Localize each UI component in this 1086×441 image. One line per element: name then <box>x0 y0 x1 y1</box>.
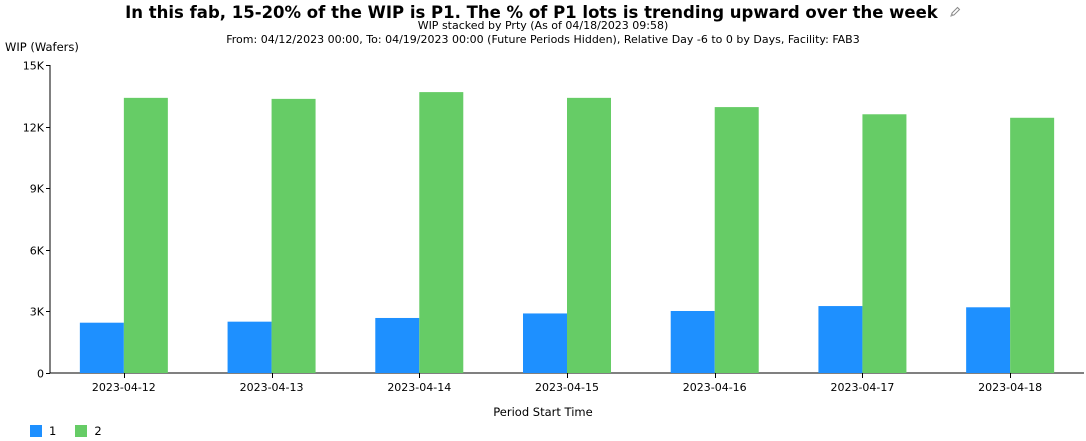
chart-subtitle: WIP stacked by Prty (As of 04/18/2023 09… <box>417 19 669 32</box>
bar-series-2 <box>123 97 168 373</box>
x-tick-label: 2023-04-17 <box>830 381 894 394</box>
x-tick-label: 2023-04-14 <box>387 381 451 394</box>
chart-title: In this fab, 15-20% of the WIP is P1. Th… <box>125 3 938 22</box>
legend-item-1[interactable]: 1 <box>30 424 56 438</box>
bar-series-2 <box>271 98 316 373</box>
y-tick-label: 3K <box>30 306 45 319</box>
axes: 0 3K 6K 9K 12K 15K 2023-04-12 2023-04-13 2023-04… <box>23 60 1084 394</box>
legend-label-1: 1 <box>49 424 57 438</box>
y-tick-label: 6K <box>30 245 45 258</box>
bar-series-1 <box>523 313 567 373</box>
y-axis-label: WIP (Wafers) <box>5 40 79 54</box>
y-tick-label: 15K <box>23 60 45 73</box>
bar-series-2 <box>862 114 907 373</box>
bar-series-2 <box>567 97 611 373</box>
x-tick-label: 2023-04-15 <box>535 381 599 394</box>
y-tick-label: 12K <box>23 122 45 135</box>
y-tick-label: 0 <box>37 368 44 381</box>
x-axis-label: Period Start Time <box>493 405 592 419</box>
y-tick-label: 9K <box>30 183 45 196</box>
bar-series-1 <box>670 310 715 373</box>
bar-series-1 <box>227 321 272 373</box>
x-tick-label: 2023-04-18 <box>978 381 1042 394</box>
bars <box>79 92 1055 374</box>
bar-series-2 <box>419 92 464 373</box>
bar-series-1 <box>375 317 420 373</box>
bar-series-1 <box>79 322 124 373</box>
chart-filter-description: From: 04/12/2023 00:00, To: 04/19/2023 0… <box>226 33 860 46</box>
legend-label-2: 2 <box>94 424 102 438</box>
bar-series-2 <box>1010 117 1055 374</box>
bar-series-1 <box>966 307 1011 373</box>
legend: 1 2 <box>30 424 121 438</box>
bar-series-2 <box>714 107 759 374</box>
bar-series-1 <box>818 306 863 373</box>
legend-swatch-2 <box>75 425 88 437</box>
x-tick-label: 2023-04-16 <box>683 381 747 394</box>
legend-swatch-1 <box>30 425 42 437</box>
x-tick-label: 2023-04-12 <box>92 381 156 394</box>
legend-item-2[interactable]: 2 <box>75 424 102 438</box>
chart-title-row: In this fab, 15-20% of the WIP is P1. Th… <box>0 2 1086 22</box>
x-tick-label: 2023-04-13 <box>240 381 304 394</box>
pencil-icon[interactable] <box>949 3 961 22</box>
